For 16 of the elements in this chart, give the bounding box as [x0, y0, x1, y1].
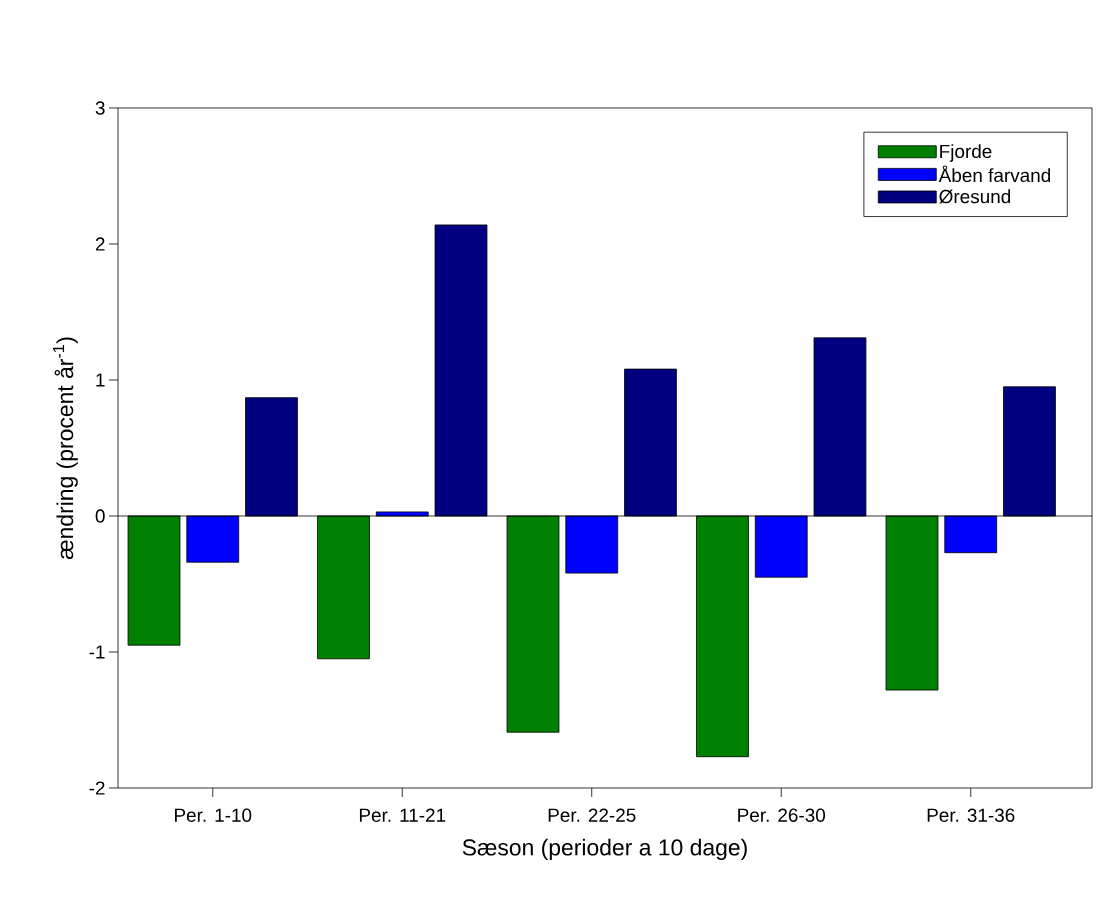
y-axis-title: ændring (procent år$^{-1}$) — [53, 337, 78, 560]
x-tick-label: Per. 26-30 — [738, 808, 826, 822]
x-tick-label: Per. 31-36 — [927, 808, 1015, 822]
x-axis-title: Sæson (perioder a 10 dage) — [462, 838, 747, 861]
y-tick-label: 0 — [95, 509, 105, 523]
legend-label: Fjorde — [940, 144, 992, 162]
legend-label: Åben farvand — [938, 165, 1051, 183]
y-tick-label: -2 — [89, 781, 105, 795]
y-tick-label: 2 — [95, 237, 105, 251]
y-tick-label: 1 — [96, 373, 105, 387]
x-tick-label: Per. 11-21 — [359, 808, 446, 822]
y-tick-label: -1 — [89, 645, 105, 659]
x-tick-label: Per. 1-10 — [175, 808, 252, 822]
y-tick-label: 3 — [95, 101, 105, 115]
legend-label: Øresund — [939, 189, 1011, 204]
x-tick-label: Per. 22-25 — [548, 808, 636, 822]
